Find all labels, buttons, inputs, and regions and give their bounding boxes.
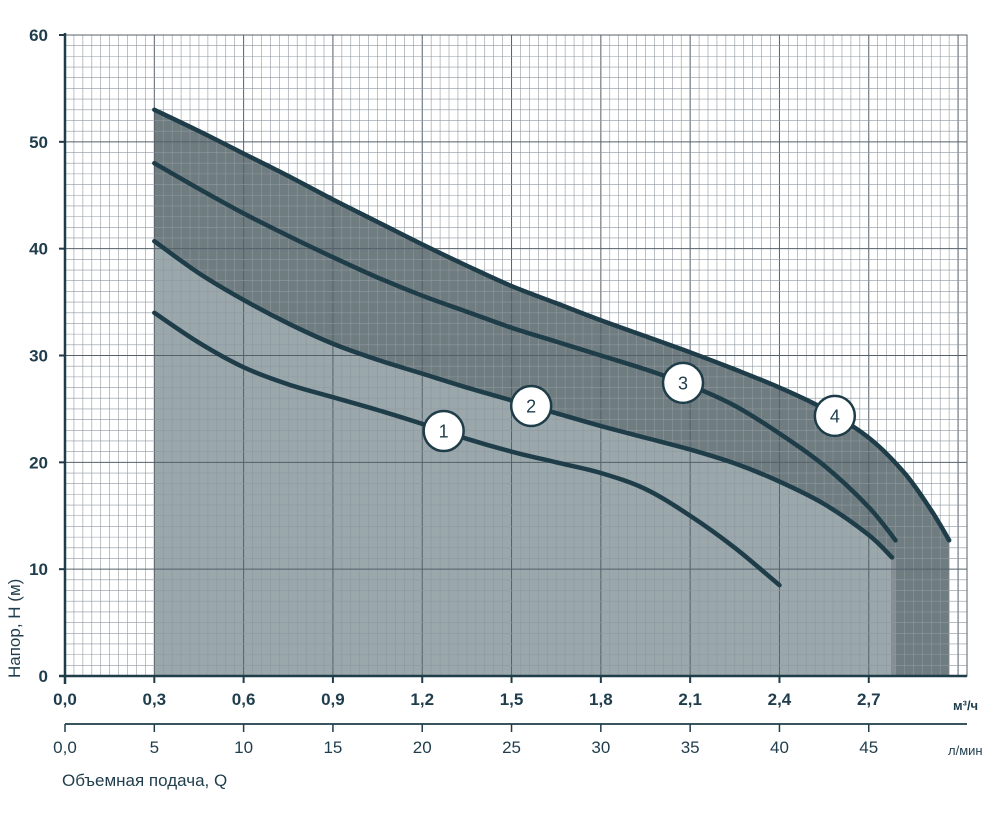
curve-markers: 1 2 3 4 (422, 361, 857, 453)
inner-operating-region (154, 241, 892, 676)
y-tick-label: 20 (29, 453, 48, 472)
x-tick-label-m3h: 0,9 (321, 690, 345, 709)
y-tick-label: 0 (39, 667, 48, 686)
plot-area: 1 2 3 4 (64, 34, 968, 677)
x-tick-label-lmin: 40 (770, 738, 789, 757)
grid-lines (64, 34, 968, 677)
y-axis-title: Напор, Н (м) (5, 579, 24, 678)
x-tick-label-m3h: 2,4 (768, 690, 792, 709)
series-label-3: 3 (678, 373, 688, 393)
marker-circle (813, 394, 857, 438)
x-tick-label-lmin: 5 (150, 738, 159, 757)
x-tick-label-lmin: 25 (502, 738, 521, 757)
y-tick-label: 40 (29, 240, 48, 259)
axes (59, 33, 967, 732)
series-label-2: 2 (526, 397, 536, 417)
x-axis-title: Объемная подача, Q (62, 771, 227, 790)
curve-marker-2: 2 (509, 384, 553, 428)
x-tick-label-m3h: 0,0 (53, 690, 77, 709)
shaded-regions (154, 109, 950, 676)
x-tick-label-m3h: 1,8 (589, 690, 613, 709)
series-label-4: 4 (830, 406, 840, 426)
x-tick-label-lmin: 20 (413, 738, 432, 757)
x-tick-label-m3h: 2,1 (678, 690, 702, 709)
x-unit-primary: м³/ч (953, 698, 978, 713)
x-tick-label-lmin: 45 (859, 738, 878, 757)
curve-marker-1: 1 (422, 409, 465, 453)
marker-circle (509, 384, 553, 428)
y-tick-label: 60 (29, 26, 48, 45)
y-tick-label: 50 (29, 133, 48, 152)
x-tick-label-lmin: 0,0 (53, 738, 77, 757)
y-tick-label: 30 (29, 347, 48, 366)
x-tick-labels-lmin: 0,0 5 10 15 20 25 30 35 40 45 (53, 738, 878, 757)
x-tick-label-m3h: 1,5 (500, 690, 524, 709)
x-tick-labels-m3h: 0,0 0,3 0,6 0,9 1,2 1,5 1,8 2,1 2,4 2,7 (53, 690, 880, 709)
marker-circle (422, 409, 465, 453)
x-tick-label-m3h: 1,2 (410, 690, 434, 709)
y-tick-label: 10 (29, 560, 48, 579)
series-label-1: 1 (439, 422, 449, 442)
x-tick-label-lmin: 10 (234, 738, 253, 757)
curve-marker-4: 4 (813, 394, 857, 438)
x-tick-label-m3h: 2,7 (857, 690, 881, 709)
series-line-3 (152, 160, 898, 543)
curve-marker-3: 3 (661, 361, 705, 405)
x-tick-label-lmin: 30 (591, 738, 610, 757)
x-tick-label-m3h: 0,3 (142, 690, 166, 709)
series-line-1 (152, 310, 782, 588)
x-tick-label-lmin: 15 (323, 738, 342, 757)
x-tick-label-m3h: 0,6 (232, 690, 256, 709)
x-unit-secondary: л/мин (948, 743, 983, 758)
y-tick-labels: 0 10 20 30 40 50 60 (29, 26, 48, 686)
series-line-4 (152, 107, 952, 543)
x-tick-label-lmin: 35 (681, 738, 700, 757)
marker-circle (661, 361, 705, 405)
transition-strip (890, 559, 896, 676)
